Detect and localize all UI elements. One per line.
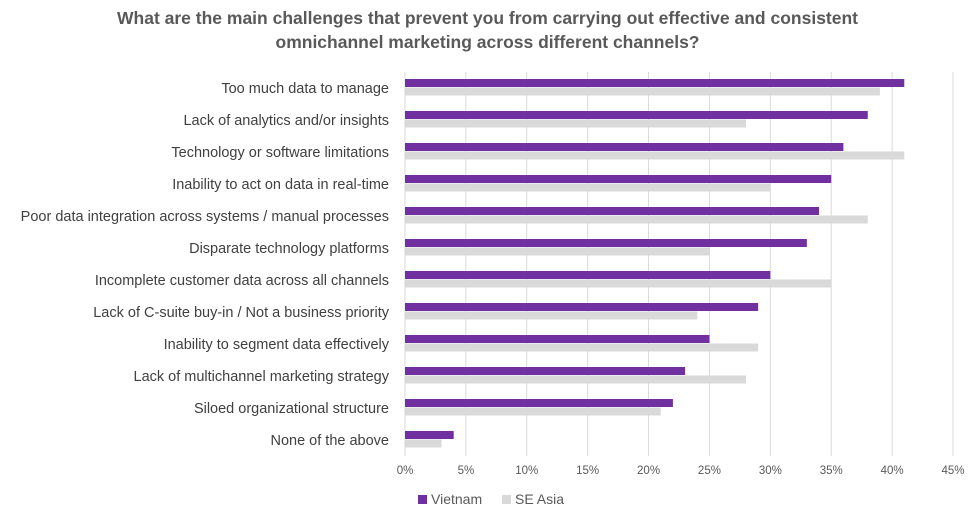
category-label: Disparate technology platforms <box>189 241 389 257</box>
bar-vietnam <box>405 271 771 279</box>
category-label: Inability to segment data effectively <box>164 337 390 353</box>
x-tick-label: 35% <box>820 465 843 477</box>
bar-se-asia <box>405 375 746 384</box>
bar-vietnam <box>405 143 844 151</box>
category-label: Inability to act on data in real-time <box>172 177 389 193</box>
bar-se-asia <box>405 119 746 128</box>
bar-vietnam <box>405 399 673 407</box>
bar-se-asia <box>405 439 442 448</box>
title-line-2: omnichannel marketing across different c… <box>275 32 700 52</box>
x-tick-label: 40% <box>881 465 904 477</box>
legend-label: SE Asia <box>515 491 564 507</box>
bar-se-asia <box>405 343 759 352</box>
bar-se-asia <box>405 247 710 256</box>
bar-se-asia <box>405 279 832 288</box>
category-label: Lack of multichannel marketing strategy <box>134 369 390 385</box>
category-label: Lack of C-suite buy-in / Not a business … <box>93 305 390 321</box>
x-tick-label: 30% <box>759 465 782 477</box>
x-tick-label: 20% <box>637 465 660 477</box>
legend-label: Vietnam <box>431 491 482 507</box>
bar-se-asia <box>405 87 880 96</box>
chart-title: What are the main challenges that preven… <box>0 6 975 54</box>
category-label: Poor data integration across systems / m… <box>21 209 389 225</box>
category-label: Incomplete customer data across all chan… <box>95 273 389 289</box>
bar-se-asia <box>405 215 868 224</box>
category-label: None of the above <box>270 433 389 449</box>
bar-vietnam <box>405 175 832 183</box>
x-tick-label: 25% <box>698 465 721 477</box>
bar-vietnam <box>405 207 820 215</box>
bar-se-asia <box>405 183 771 192</box>
category-label: Siloed organizational structure <box>194 401 389 417</box>
category-label: Lack of analytics and/or insights <box>183 113 389 129</box>
x-tick-label: 5% <box>458 465 475 477</box>
bar-se-asia <box>405 311 698 320</box>
bar-vietnam <box>405 79 905 87</box>
x-tick-label: 0% <box>397 465 414 477</box>
bar-vietnam <box>405 239 807 247</box>
bar-vietnam <box>405 111 868 119</box>
bar-vietnam <box>405 367 686 375</box>
bar-se-asia <box>405 407 661 416</box>
x-tick-label: 45% <box>941 465 964 477</box>
legend-swatch <box>418 495 427 504</box>
bar-vietnam <box>405 335 710 343</box>
x-tick-label: 10% <box>515 465 538 477</box>
legend-swatch <box>502 495 511 504</box>
bar-vietnam <box>405 303 759 311</box>
category-label: Too much data to manage <box>221 81 389 97</box>
bar-se-asia <box>405 151 905 160</box>
category-label: Technology or software limitations <box>171 145 389 161</box>
x-tick-label: 15% <box>576 465 599 477</box>
bar-vietnam <box>405 431 454 439</box>
title-line-1: What are the main challenges that preven… <box>117 8 858 28</box>
